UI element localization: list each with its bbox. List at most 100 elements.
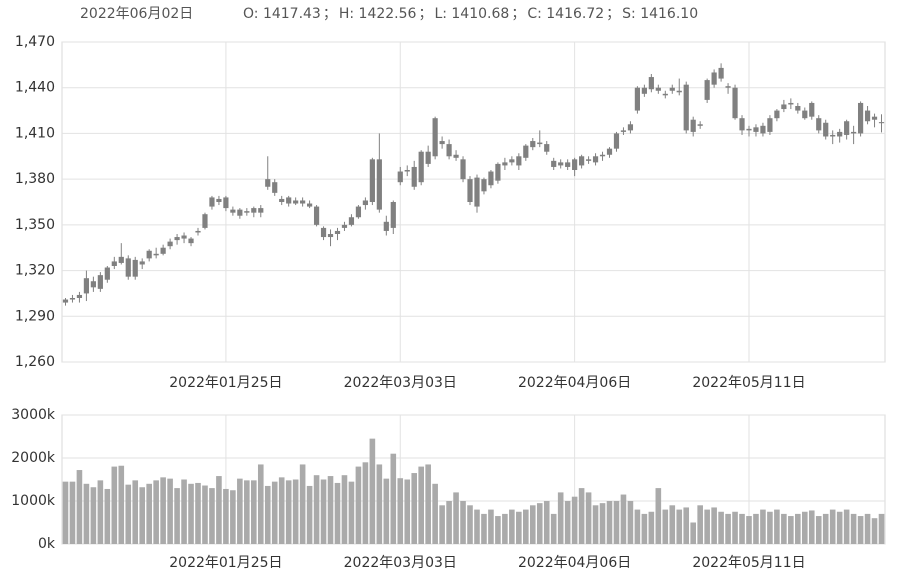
candle-body [195, 230, 201, 233]
header-stat: S: 1416.10 [622, 6, 698, 22]
volume-bar [97, 480, 104, 544]
volume-bar [251, 480, 257, 544]
volume-bar [425, 464, 431, 544]
volume-bar [216, 476, 222, 544]
volume-bar [62, 481, 69, 544]
volume-bar [753, 513, 759, 544]
volume-bar [836, 511, 843, 544]
candle-body [362, 200, 368, 206]
candle-body [878, 122, 885, 124]
candle-body [516, 156, 522, 166]
volume-bar [174, 488, 180, 544]
candle-body [697, 124, 703, 126]
y-tick-label: 1,290 [15, 308, 55, 324]
volume-bar [878, 513, 885, 544]
candle-body [293, 200, 299, 204]
candle-body [592, 156, 599, 163]
candle-body [544, 144, 550, 152]
volume-bar [669, 505, 676, 544]
candle-body [327, 234, 334, 238]
volume-bar [815, 516, 822, 544]
y-tick-label: 1,350 [15, 217, 55, 233]
volume-bar [843, 509, 850, 544]
x-tick-label: 2022年04月06日 [518, 375, 631, 391]
candle-body [509, 159, 515, 163]
candle-body [634, 87, 641, 111]
candle-body [627, 124, 634, 131]
volume-bar [146, 483, 152, 544]
header-stat: O: 1417.43 [243, 6, 321, 22]
volume-bar [139, 487, 146, 544]
candle-body [585, 159, 592, 161]
candle-body [369, 159, 375, 202]
volume-bar [655, 488, 662, 544]
volume-bar [313, 475, 320, 544]
candle-body [446, 144, 452, 157]
candle-body [648, 77, 654, 90]
candle-body [655, 87, 661, 91]
volume-bar [795, 513, 801, 544]
volume-bar [306, 485, 313, 544]
volume-bar [690, 522, 696, 544]
volume-bar [411, 473, 418, 544]
y-tick-label: 1,320 [15, 263, 55, 279]
candle-body [306, 203, 313, 207]
volume-bar [369, 438, 376, 544]
volume-bar [578, 488, 585, 544]
volume-bar [683, 507, 690, 544]
header-separator: ； [511, 6, 525, 22]
candle-body [844, 121, 850, 135]
volume-bar [202, 485, 208, 544]
volume-bar [348, 481, 355, 544]
header-separator: ； [606, 6, 620, 22]
candle-body [641, 87, 647, 94]
candle-body [857, 102, 864, 134]
candle-body [97, 275, 103, 289]
candle-body [90, 281, 96, 288]
candle-body [599, 154, 606, 157]
y-tick-label: 1,440 [15, 80, 55, 96]
volume-bar [676, 509, 683, 544]
volume-bar [320, 479, 327, 544]
volume-bar [285, 480, 292, 544]
volume-bar [404, 479, 411, 544]
candle-body [669, 87, 675, 91]
volume-bar [529, 505, 536, 544]
volume-bar [341, 475, 348, 544]
volume-bar [523, 509, 529, 544]
volume-bar [774, 509, 780, 544]
volume-bar [390, 453, 397, 544]
volume-bar [564, 501, 571, 544]
volume-bar [453, 492, 459, 544]
candle-body [558, 162, 564, 166]
volume-bar [613, 501, 620, 544]
candle-body [320, 227, 327, 238]
candle-body [132, 259, 138, 277]
volume-bar [439, 505, 445, 544]
candle-body [711, 72, 717, 85]
volume-bar [620, 494, 627, 544]
volume-bar [125, 484, 132, 544]
candle-body [439, 141, 445, 145]
candle-body [383, 221, 389, 231]
volume-bar [271, 481, 278, 544]
header-stats: O: 1417.43； H: 1422.56； L: 1410.68； C: 1416… [243, 6, 698, 22]
candle-body [209, 197, 215, 207]
candle-body [739, 118, 745, 131]
candle-body [530, 141, 536, 148]
volume-bar [599, 503, 606, 544]
volume-bar [257, 464, 264, 544]
volume-bar [362, 462, 369, 544]
volume-bar [383, 478, 390, 544]
volume-bar [446, 501, 452, 544]
candle-body [348, 217, 355, 225]
candle-body [230, 209, 236, 213]
candle-body [795, 106, 801, 111]
volume-bar [418, 466, 424, 544]
volume-bar [711, 507, 717, 544]
candle-body [871, 116, 878, 120]
volume-bar [132, 480, 139, 544]
volume-bar [641, 513, 648, 544]
candle-body [683, 84, 689, 131]
